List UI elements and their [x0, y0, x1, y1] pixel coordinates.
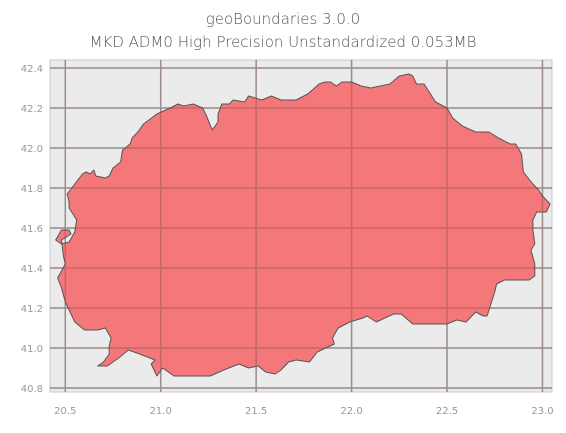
y-tick-label: 41.4 [21, 264, 43, 275]
y-tick-label: 41.8 [21, 184, 43, 195]
country-boundary-polygon [55, 73, 551, 377]
y-tick-label: 42.4 [21, 64, 43, 75]
x-tick-label: 21.5 [245, 406, 267, 417]
y-tick-label: 42.0 [21, 144, 43, 155]
y-tick-label: 41.2 [21, 304, 43, 315]
gridlines-overlay [50, 60, 552, 392]
y-tick-label: 41.0 [21, 344, 43, 355]
x-axis-ticks: 20.5 21.0 21.5 22.0 22.5 23.0 [54, 406, 553, 417]
x-tick-label: 21.0 [150, 406, 172, 417]
y-tick-label: 40.8 [21, 384, 43, 395]
chart-subtitle: MKD ADM0 High Precision Unstandardized 0… [89, 33, 477, 51]
x-tick-label: 22.5 [436, 406, 458, 417]
y-tick-label: 42.2 [21, 104, 43, 115]
x-tick-label: 23.0 [531, 406, 553, 417]
chart-title: geoBoundaries 3.0.0 [205, 10, 361, 28]
y-tick-label: 41.6 [21, 224, 43, 235]
x-tick-label: 22.0 [340, 406, 362, 417]
x-tick-label: 20.5 [54, 406, 76, 417]
y-axis-ticks: 42.4 42.2 42.0 41.8 41.6 41.4 41.2 41.0 40.8 [21, 64, 43, 395]
